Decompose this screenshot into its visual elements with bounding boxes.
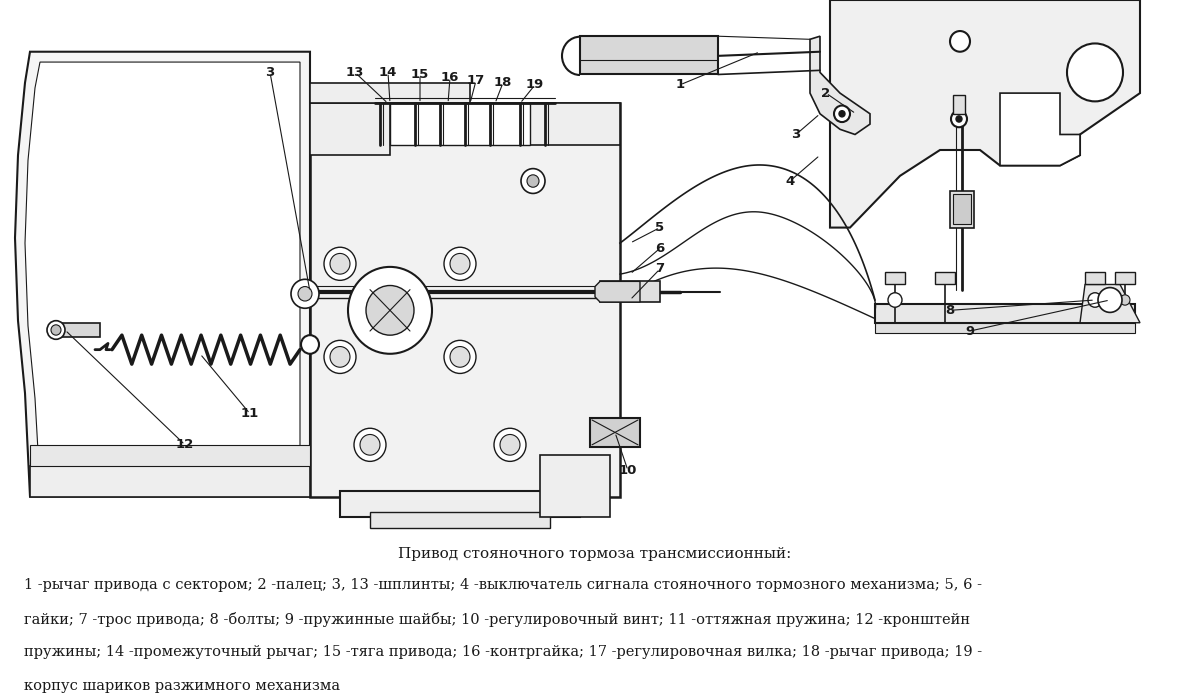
Text: 6: 6 bbox=[656, 242, 665, 255]
Text: гайки; 7 -трос привода; 8 -болты; 9 -пружинные шайбы; 10 -регулировочный винт; 1: гайки; 7 -трос привода; 8 -болты; 9 -пру… bbox=[24, 611, 970, 627]
Bar bbox=[590, 418, 640, 447]
Circle shape bbox=[47, 321, 65, 339]
Bar bbox=[29, 445, 310, 466]
Bar bbox=[885, 272, 905, 285]
Bar bbox=[310, 103, 620, 496]
Bar bbox=[370, 512, 550, 527]
Bar bbox=[950, 192, 975, 228]
Text: корпус шариков разжимного механизма: корпус шариков разжимного механизма bbox=[24, 679, 340, 693]
Circle shape bbox=[450, 346, 470, 367]
Circle shape bbox=[330, 346, 350, 367]
Circle shape bbox=[834, 105, 850, 122]
Text: 9: 9 bbox=[965, 325, 975, 337]
Text: 3: 3 bbox=[791, 128, 800, 141]
Circle shape bbox=[324, 247, 355, 280]
Text: пружины; 14 -промежуточный рычаг; 15 -тяга привода; 16 -контргайка; 17 -регулиро: пружины; 14 -промежуточный рычаг; 15 -тя… bbox=[24, 645, 982, 659]
Bar bbox=[600, 281, 660, 302]
Circle shape bbox=[330, 253, 350, 274]
Bar bbox=[310, 83, 470, 103]
Circle shape bbox=[354, 428, 386, 462]
Polygon shape bbox=[810, 36, 870, 135]
Polygon shape bbox=[1080, 285, 1141, 323]
Circle shape bbox=[956, 116, 962, 122]
Text: 1 -рычаг привода с сектором; 2 -палец; 3, 13 -шплинты; 4 -выключатель сигнала ст: 1 -рычаг привода с сектором; 2 -палец; 3… bbox=[24, 578, 982, 592]
Bar bbox=[390, 103, 530, 145]
Circle shape bbox=[887, 293, 902, 307]
Polygon shape bbox=[1000, 93, 1080, 165]
Text: 17: 17 bbox=[467, 74, 485, 87]
Polygon shape bbox=[596, 281, 640, 302]
Text: 10: 10 bbox=[619, 464, 637, 477]
Circle shape bbox=[1088, 293, 1102, 307]
Text: 11: 11 bbox=[241, 407, 259, 421]
Circle shape bbox=[950, 31, 970, 52]
Circle shape bbox=[494, 428, 526, 462]
Circle shape bbox=[1068, 44, 1123, 101]
Circle shape bbox=[360, 434, 380, 455]
Circle shape bbox=[839, 110, 845, 117]
Text: 18: 18 bbox=[494, 76, 512, 90]
Circle shape bbox=[444, 247, 476, 280]
Bar bbox=[953, 95, 965, 114]
Polygon shape bbox=[830, 0, 1141, 228]
Text: 15: 15 bbox=[411, 68, 430, 81]
Polygon shape bbox=[15, 52, 310, 496]
Text: 13: 13 bbox=[346, 66, 364, 79]
Circle shape bbox=[366, 285, 414, 335]
Text: 16: 16 bbox=[441, 71, 459, 84]
Bar bbox=[1115, 272, 1135, 285]
Circle shape bbox=[1098, 287, 1122, 312]
Text: Привод стояночного тормоза трансмиссионный:: Привод стояночного тормоза трансмиссионн… bbox=[398, 548, 791, 561]
Circle shape bbox=[348, 267, 432, 354]
Circle shape bbox=[1121, 295, 1130, 305]
Text: 5: 5 bbox=[656, 221, 665, 234]
Bar bbox=[875, 304, 1135, 323]
Bar bbox=[340, 491, 580, 517]
Text: 8: 8 bbox=[945, 304, 955, 317]
Bar bbox=[29, 466, 310, 496]
Circle shape bbox=[298, 287, 312, 301]
Text: 1: 1 bbox=[676, 78, 685, 92]
Circle shape bbox=[291, 279, 319, 308]
Bar bbox=[310, 103, 390, 155]
Circle shape bbox=[951, 110, 967, 127]
Bar bbox=[1085, 272, 1105, 285]
Text: 4: 4 bbox=[785, 174, 794, 187]
Bar bbox=[935, 272, 955, 285]
Bar bbox=[953, 194, 971, 224]
Bar bbox=[530, 103, 620, 145]
Bar bbox=[55, 323, 100, 337]
Circle shape bbox=[500, 434, 520, 455]
Text: 12: 12 bbox=[175, 439, 194, 451]
Circle shape bbox=[527, 175, 539, 187]
Text: 19: 19 bbox=[526, 78, 544, 92]
Text: 14: 14 bbox=[379, 66, 397, 79]
Circle shape bbox=[521, 169, 545, 194]
Circle shape bbox=[324, 340, 355, 373]
Bar bbox=[580, 36, 718, 74]
Text: 7: 7 bbox=[656, 262, 665, 276]
Text: 2: 2 bbox=[822, 87, 831, 100]
Text: 3: 3 bbox=[265, 66, 274, 79]
Polygon shape bbox=[25, 62, 300, 486]
Circle shape bbox=[51, 325, 61, 335]
Circle shape bbox=[450, 253, 470, 274]
Bar bbox=[540, 455, 610, 517]
Circle shape bbox=[444, 340, 476, 373]
Bar bbox=[875, 323, 1135, 333]
Circle shape bbox=[301, 335, 319, 354]
